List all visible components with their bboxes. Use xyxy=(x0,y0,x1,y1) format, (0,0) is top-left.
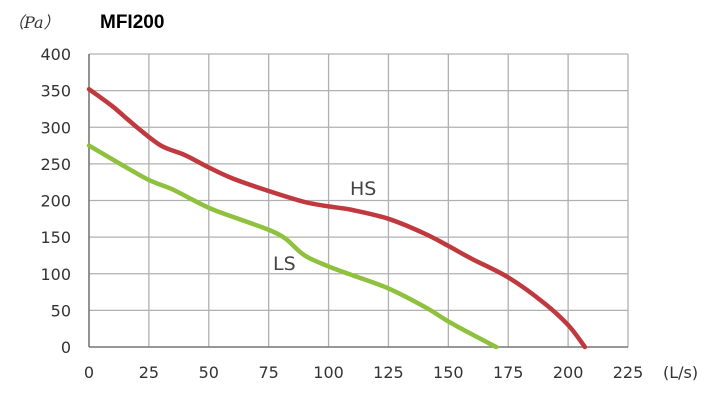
x-tick-label: 200 xyxy=(553,363,584,382)
y-tick-label: 150 xyxy=(40,228,71,247)
grid xyxy=(89,53,629,347)
y-tick-label: 300 xyxy=(40,118,71,137)
x-tick-label: 50 xyxy=(199,363,219,382)
y-tick-label: 200 xyxy=(40,192,71,211)
series-label-hs: HS xyxy=(350,178,376,200)
y-tick-label: 0 xyxy=(61,338,71,357)
x-tick-label: 125 xyxy=(373,363,404,382)
x-tick-label: 150 xyxy=(433,363,464,382)
x-tick-label: 25 xyxy=(139,363,159,382)
y-tick-label: 250 xyxy=(40,155,71,174)
y-tick-labels: 0 50 100 150 200 250 300 350 400 xyxy=(40,45,71,357)
y-tick-label: 100 xyxy=(40,265,71,284)
y-tick-label: 400 xyxy=(40,45,71,64)
x-tick-label: 175 xyxy=(493,363,524,382)
x-tick-label: 0 xyxy=(84,363,94,382)
series-lines xyxy=(86,86,588,350)
x-tick-label: 75 xyxy=(258,363,278,382)
series-line-hs xyxy=(86,86,588,350)
y-tick-label: 50 xyxy=(51,301,71,320)
series-line-ls xyxy=(86,143,499,350)
y-tick-label: 350 xyxy=(40,82,71,101)
x-tick-label: 225 xyxy=(613,363,644,382)
series-label-ls: LS xyxy=(273,253,296,275)
x-axis-label: (L/s) xyxy=(663,363,698,382)
y-axis-label: （Pa） xyxy=(8,13,60,32)
axes xyxy=(88,54,628,348)
chart-title: MFI200 xyxy=(100,12,164,33)
x-tick-labels: 0 25 50 75 100 125 150 175 200 225 xyxy=(84,363,643,382)
x-tick-label: 100 xyxy=(313,363,344,382)
